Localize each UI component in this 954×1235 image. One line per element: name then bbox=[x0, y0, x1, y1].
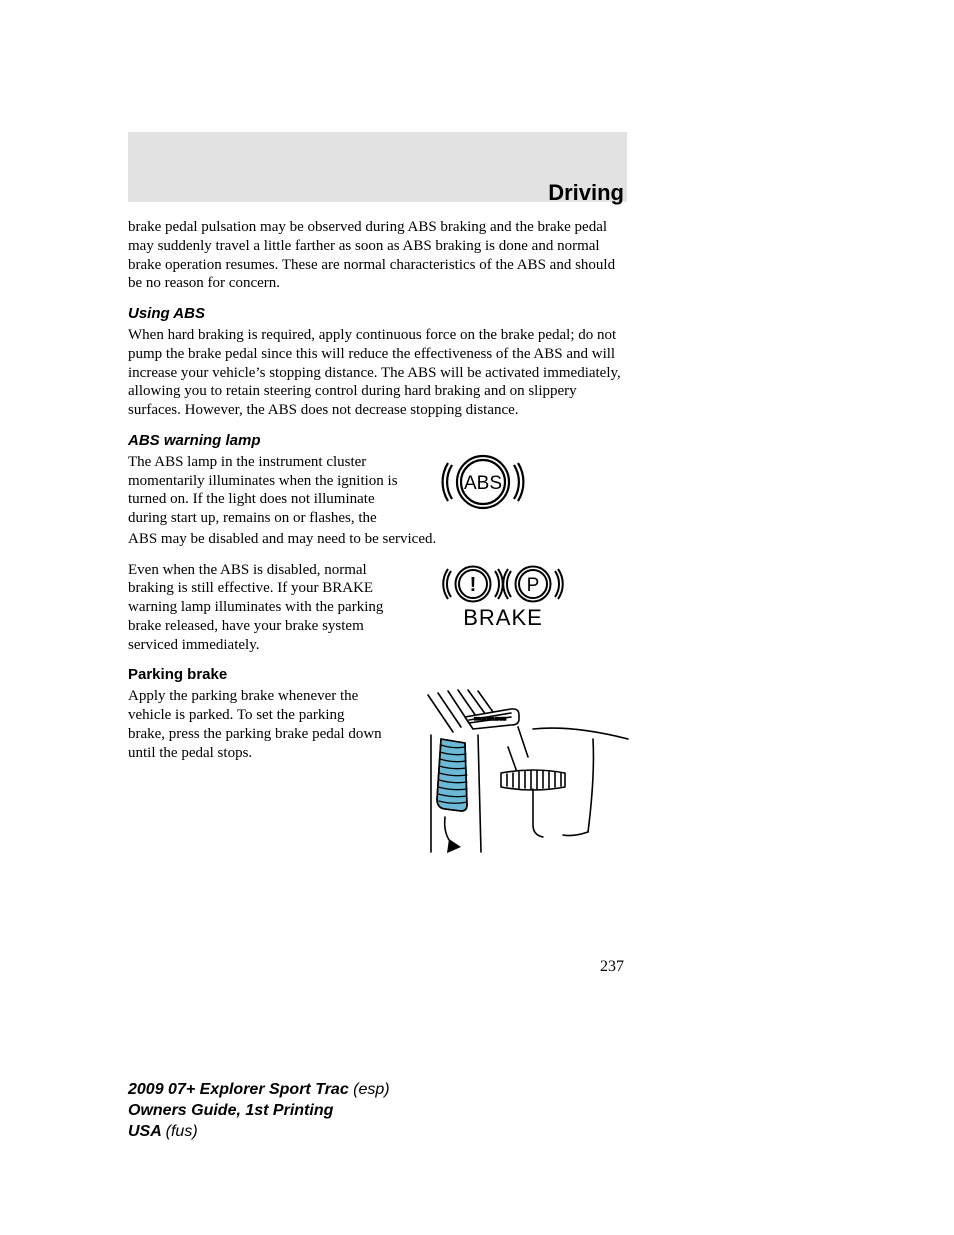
footer-line-1: 2009 07+ Explorer Sport Trac (esp) bbox=[128, 1080, 390, 1101]
brake-icon-p: P bbox=[527, 575, 540, 596]
para-parking-brake: Apply the parking brake whenever the veh… bbox=[128, 687, 383, 762]
para-abs-lamp-1b: ABS may be disabled and may need to be s… bbox=[128, 530, 628, 549]
parking-brake-diagram: HOOD RELEASE bbox=[423, 687, 633, 862]
svg-text:HOOD RELEASE: HOOD RELEASE bbox=[474, 716, 506, 721]
para-using-abs: When hard braking is required, apply con… bbox=[128, 326, 628, 420]
heading-abs-lamp: ABS warning lamp bbox=[128, 432, 628, 449]
footer-line-3: USA (fus) bbox=[128, 1122, 390, 1143]
row-abs-lamp: The ABS lamp in the instrument cluster m… bbox=[128, 453, 628, 528]
abs-icon-label: ABS bbox=[464, 473, 502, 494]
footer: 2009 07+ Explorer Sport Trac (esp) Owner… bbox=[128, 1080, 390, 1142]
row-parking-brake: Apply the parking brake whenever the veh… bbox=[128, 687, 628, 862]
heading-parking-brake: Parking brake bbox=[128, 666, 628, 683]
abs-icon: ABS bbox=[438, 453, 528, 516]
page-content: brake pedal pulsation may be observed du… bbox=[128, 218, 628, 874]
intro-paragraph: brake pedal pulsation may be observed du… bbox=[128, 218, 628, 293]
para-abs-lamp-2: Even when the ABS is disabled, normal br… bbox=[128, 561, 398, 655]
chapter-title: Driving bbox=[548, 180, 624, 206]
heading-using-abs: Using ABS bbox=[128, 305, 628, 322]
para-abs-lamp-1a: The ABS lamp in the instrument cluster m… bbox=[128, 453, 398, 528]
row-brake-lamp: Even when the ABS is disabled, normal br… bbox=[128, 561, 628, 655]
page-number: 237 bbox=[600, 958, 624, 976]
footer-line-2: Owners Guide, 1st Printing bbox=[128, 1101, 390, 1122]
brake-icon-word: BRAKE bbox=[463, 605, 543, 630]
brake-icon-excl: ! bbox=[470, 574, 477, 596]
brake-icon: ! P BRAKE bbox=[438, 561, 568, 636]
